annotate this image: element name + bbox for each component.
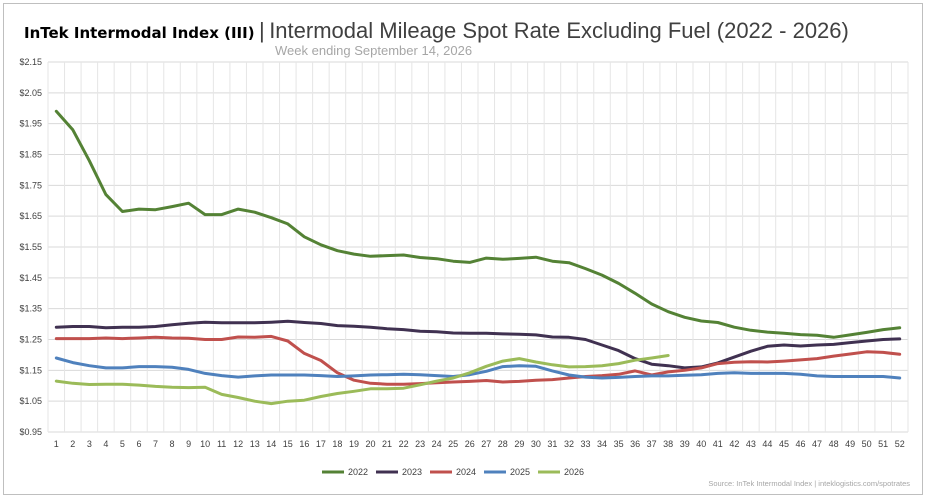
- x-tick-label: 35: [614, 439, 624, 449]
- x-tick-label: 21: [382, 439, 392, 449]
- x-tick-label: 44: [762, 439, 772, 449]
- index-brand-title: InTek Intermodal Index (III): [24, 24, 255, 42]
- x-tick-label: 28: [498, 439, 508, 449]
- x-tick-label: 37: [647, 439, 657, 449]
- x-tick-label: 7: [153, 439, 158, 449]
- x-tick-label: 48: [829, 439, 839, 449]
- legend-label-2023: 2023: [402, 467, 422, 477]
- y-tick-label: $1.55: [19, 242, 42, 252]
- y-tick-label: $1.85: [19, 150, 42, 160]
- x-tick-label: 46: [795, 439, 805, 449]
- x-tick-label: 20: [365, 439, 375, 449]
- chart-subtitle: Week ending September 14, 2026: [275, 43, 473, 58]
- x-tick-label: 38: [663, 439, 673, 449]
- x-tick-label: 6: [136, 439, 141, 449]
- x-tick-label: 9: [186, 439, 191, 449]
- y-tick-label: $1.65: [19, 211, 42, 221]
- series-line-2022: [54, 109, 902, 339]
- x-tick-label: 17: [316, 439, 326, 449]
- x-tick-label: 27: [481, 439, 491, 449]
- x-tick-label: 34: [597, 439, 607, 449]
- y-tick-label: $1.95: [19, 119, 42, 129]
- x-tick-label: 30: [531, 439, 541, 449]
- x-tick-label: 24: [432, 439, 442, 449]
- x-tick-label: 39: [680, 439, 690, 449]
- x-tick-label: 5: [120, 439, 125, 449]
- x-tick-label: 3: [87, 439, 92, 449]
- y-tick-label: $2.05: [19, 88, 42, 98]
- series-lines: [54, 109, 902, 406]
- series-line-2023: [54, 319, 902, 370]
- gridlines: [47, 61, 909, 433]
- chart-title: Intermodal Mileage Spot Rate Excluding F…: [269, 18, 849, 43]
- x-tick-label: 2: [70, 439, 75, 449]
- x-tick-label: 50: [862, 439, 872, 449]
- x-tick-label: 19: [349, 439, 359, 449]
- x-tick-label: 29: [514, 439, 524, 449]
- x-tick-label: 14: [266, 439, 276, 449]
- legend-label-2022: 2022: [348, 467, 368, 477]
- legend-label-2026: 2026: [564, 467, 584, 477]
- chart-title-row: InTek Intermodal Index (III) | Intermoda…: [24, 18, 849, 44]
- x-tick-label: 1: [54, 439, 59, 449]
- series-line-2025: [54, 356, 902, 380]
- y-tick-label: $1.75: [19, 180, 42, 190]
- x-axis-ticks: 1 2 3 4 5 6 7 8 9 10 11 12 13 14 15 16 17 18 19 20 21 22 23 24 2…: [54, 439, 905, 449]
- x-tick-label: 16: [299, 439, 309, 449]
- x-tick-label: 41: [713, 439, 723, 449]
- legend: 2022 2023 2024 2025 2026: [322, 467, 584, 477]
- x-tick-label: 31: [547, 439, 557, 449]
- title-separator: |: [259, 18, 265, 43]
- x-tick-label: 4: [103, 439, 108, 449]
- y-tick-label: $1.05: [19, 396, 42, 406]
- y-tick-label: $1.45: [19, 273, 42, 283]
- source-note: Source: InTek Intermodal Index | inteklo…: [708, 479, 910, 488]
- legend-label-2024: 2024: [456, 467, 476, 477]
- x-tick-label: 43: [746, 439, 756, 449]
- x-tick-label: 33: [580, 439, 590, 449]
- x-tick-label: 15: [283, 439, 293, 449]
- x-tick-label: 42: [729, 439, 739, 449]
- x-tick-label: 23: [415, 439, 425, 449]
- legend-label-2025: 2025: [510, 467, 530, 477]
- x-tick-label: 18: [332, 439, 342, 449]
- y-tick-label: $1.25: [19, 335, 42, 345]
- y-tick-label: $0.95: [19, 427, 42, 437]
- series-line-2024: [54, 334, 902, 386]
- x-tick-label: 26: [465, 439, 475, 449]
- x-tick-label: 40: [696, 439, 706, 449]
- x-tick-label: 10: [200, 439, 210, 449]
- x-tick-label: 47: [812, 439, 822, 449]
- x-tick-label: 8: [170, 439, 175, 449]
- x-tick-label: 13: [250, 439, 260, 449]
- y-tick-label: $1.35: [19, 304, 42, 314]
- x-tick-label: 51: [878, 439, 888, 449]
- y-tick-label: $1.15: [19, 365, 42, 375]
- x-tick-label: 52: [895, 439, 905, 449]
- y-tick-label: $2.15: [19, 57, 42, 67]
- x-tick-label: 49: [845, 439, 855, 449]
- x-tick-label: 36: [630, 439, 640, 449]
- series-line-2026: [54, 354, 670, 406]
- x-tick-label: 25: [448, 439, 458, 449]
- x-tick-label: 22: [399, 439, 409, 449]
- x-tick-label: 12: [233, 439, 243, 449]
- chart-frame: InTek Intermodal Index (III) | Intermoda…: [3, 3, 923, 495]
- x-tick-label: 11: [217, 439, 226, 449]
- y-axis-ticks: $0.95 $1.05 $1.15 $1.25 $1.35 $1.45 $1.55 $1.65…: [19, 57, 42, 437]
- x-tick-label: 32: [564, 439, 574, 449]
- x-tick-label: 45: [779, 439, 789, 449]
